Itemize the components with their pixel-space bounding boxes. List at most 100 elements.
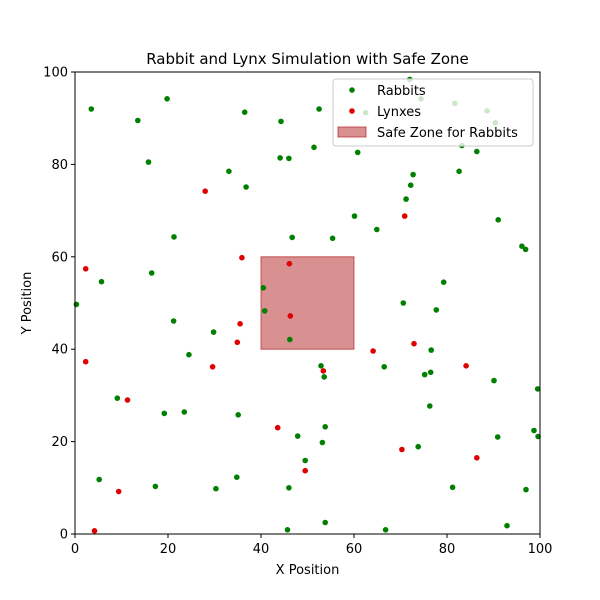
y-axis-label: Y Position: [20, 272, 35, 336]
rabbit-point: [311, 144, 317, 151]
x-tick-label: 0: [71, 542, 79, 557]
rabbit-point: [440, 279, 447, 286]
rabbit-point: [407, 182, 414, 188]
rabbit-point: [234, 474, 240, 481]
x-axis-ticks: 0 20 40 60 80 100: [71, 534, 553, 557]
rabbit-point: [261, 308, 268, 314]
legend-safe-zone-swatch: [337, 126, 367, 138]
rabbit-point: [170, 318, 177, 324]
rabbit-point: [186, 351, 192, 358]
rabbit-point: [474, 148, 480, 155]
safe-zone-rect: [260, 256, 355, 350]
legend-lynxes-label: Lynxes: [377, 105, 421, 120]
rabbit-point: [318, 363, 324, 369]
lynx-point: [91, 528, 98, 534]
legend-safe-zone-label: Safe Zone for Rabbits: [377, 126, 518, 141]
rabbit-point: [316, 106, 322, 112]
rabbit-point: [495, 217, 502, 223]
rabbit-point: [226, 168, 232, 175]
rabbit-point: [415, 443, 422, 450]
rabbit-point: [286, 155, 292, 162]
x-tick-label: 80: [439, 542, 456, 557]
x-tick-label: 20: [160, 542, 177, 557]
rabbit-point: [374, 226, 380, 233]
rabbit-point: [164, 96, 170, 102]
legend-box: [332, 78, 534, 147]
rabbit-point: [410, 171, 416, 178]
rabbit-point: [284, 527, 291, 533]
rabbit-point: [491, 377, 497, 384]
rabbit-point: [449, 484, 456, 491]
lynx-point: [401, 213, 408, 219]
rabbit-point: [181, 409, 188, 415]
rabbit-point: [96, 476, 102, 483]
rabbit-point: [161, 410, 168, 417]
rabbit-point: [354, 149, 361, 156]
rabbit-point: [277, 155, 283, 161]
safe-zone-layer: [260, 256, 355, 350]
rabbit-point: [400, 300, 407, 306]
lynx-point: [320, 368, 327, 374]
rabbit-point: [531, 427, 537, 434]
lynx-point: [287, 313, 294, 319]
rabbit-point: [98, 278, 105, 285]
rabbit-point: [421, 371, 428, 378]
rabbit-point: [241, 109, 248, 115]
lynx-point: [302, 467, 309, 474]
lynx-point: [474, 455, 480, 461]
lynx-point: [115, 488, 122, 495]
lynx-point: [124, 397, 131, 403]
rabbit-point: [522, 246, 529, 253]
lynx-point: [399, 446, 405, 453]
rabbit-point: [235, 412, 241, 418]
rabbit-point: [73, 301, 80, 308]
rabbit-point: [260, 285, 267, 291]
chart-title: Rabbit and Lynx Simulation with Safe Zon…: [146, 50, 469, 68]
lynx-point: [370, 348, 376, 354]
legend-rabbits-label: Rabbits: [377, 84, 426, 99]
rabbit-point: [519, 243, 525, 249]
rabbit-point: [523, 486, 529, 493]
rabbit-point: [294, 433, 301, 439]
rabbit-point: [427, 369, 434, 376]
x-tick-label: 100: [528, 542, 553, 557]
y-tick-label: 80: [51, 158, 68, 173]
rabbit-point: [88, 106, 95, 112]
legend: Rabbits Lynxes Safe Zone for Rabbits: [332, 78, 534, 147]
lynx-point: [274, 424, 281, 431]
rabbit-point: [243, 184, 249, 190]
y-axis-ticks: 0 20 40 60 80 100: [43, 66, 75, 543]
lynx-point: [411, 340, 417, 347]
legend-lynxes-marker: [349, 108, 355, 114]
rabbit-point: [322, 424, 329, 430]
rabbit-point: [433, 307, 440, 313]
rabbit-point: [351, 213, 358, 219]
y-tick-label: 60: [51, 250, 68, 265]
plot-frame: [74, 71, 541, 535]
rabbit-point: [152, 483, 159, 490]
lynx-point: [82, 266, 89, 272]
rabbit-point: [319, 439, 326, 446]
rabbit-point: [287, 336, 293, 343]
y-tick-label: 100: [43, 66, 68, 81]
rabbit-point: [456, 168, 462, 175]
rabbit-point: [278, 118, 284, 125]
rabbit-point: [213, 485, 219, 492]
x-axis-label: X Position: [276, 563, 340, 578]
rabbit-point: [534, 386, 541, 392]
rabbit-point: [114, 395, 121, 402]
lynx-point: [239, 254, 245, 261]
rabbit-point: [428, 347, 435, 353]
lynx-point: [463, 363, 469, 369]
lynx-point: [82, 358, 89, 365]
y-tick-label: 20: [51, 435, 68, 450]
rabbit-point: [210, 329, 217, 335]
x-tick-label: 60: [346, 542, 363, 557]
y-tick-label: 40: [51, 343, 68, 358]
rabbit-point: [381, 364, 388, 370]
rabbit-point: [322, 519, 329, 526]
legend-rabbits-marker: [349, 87, 355, 93]
lynx-point: [209, 364, 216, 370]
lynx-point: [202, 188, 208, 194]
